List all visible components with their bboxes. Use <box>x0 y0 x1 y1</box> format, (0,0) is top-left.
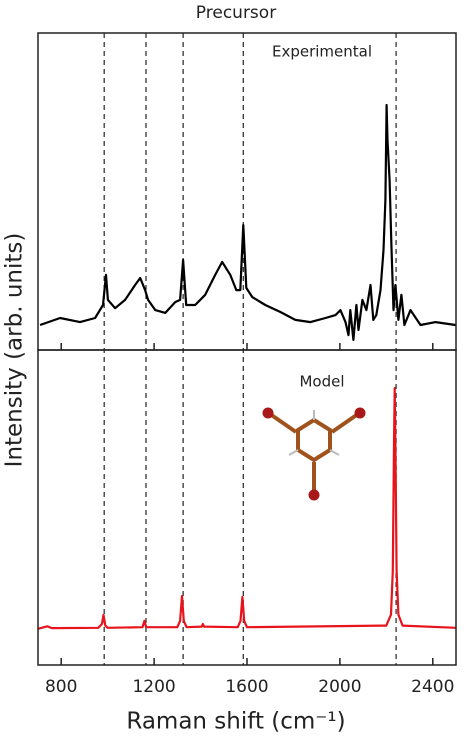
molecule <box>262 407 366 501</box>
x-axis-label: Raman shift (cm⁻¹) <box>126 709 345 735</box>
series-label: Model <box>299 373 344 391</box>
y-axis-label: Intensity (arb. units) <box>2 233 28 468</box>
x-tick-label: 800 <box>45 677 77 697</box>
spectrum-line <box>39 103 456 341</box>
x-tick-label: 2000 <box>318 677 361 697</box>
x-tick-label: 2400 <box>411 677 454 697</box>
spectrum-line <box>37 387 457 630</box>
x-tick-label: 1600 <box>225 677 268 697</box>
series-label: Experimental <box>272 43 372 61</box>
x-tick-label: 1200 <box>132 677 175 697</box>
chart-title: Precursor <box>196 3 276 23</box>
